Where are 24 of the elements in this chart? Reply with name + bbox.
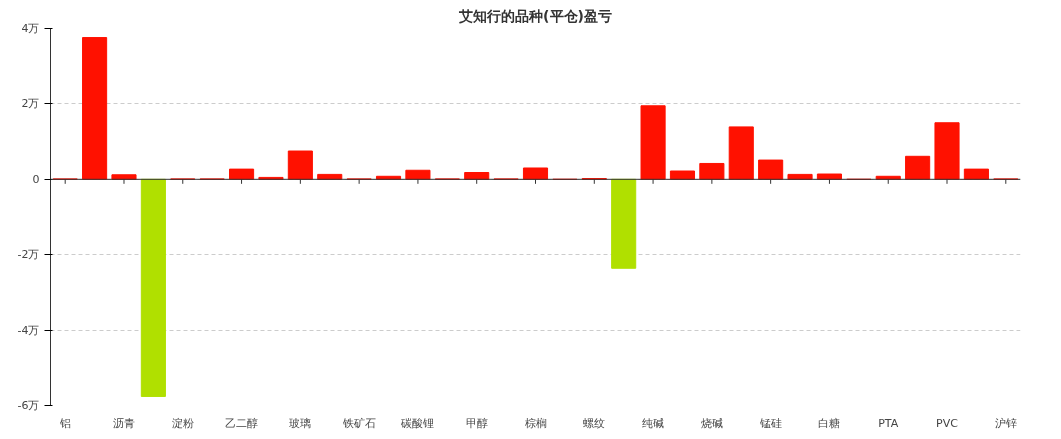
y-tick-label: -4万 [17,323,40,337]
y-tick-label: 2万 [21,97,40,111]
x-tick-label: 铝 [58,416,71,430]
x-tick-label: PTA [878,416,899,430]
x-tick-label: 乙二醇 [225,416,259,430]
x-tick-label: 棕榈 [524,416,547,430]
chart-title: 艾知行的品种(平仓)盈亏 [458,7,612,24]
x-tick-label: 螺纹 [583,416,606,430]
x-tick-label: 玻璃 [289,416,312,430]
x-tick-label: 淀粉 [171,416,194,430]
y-tick-label: -6万 [17,399,40,412]
x-tick-label: 烧碱 [700,416,723,430]
y-tick-label: 4万 [21,22,40,35]
x-tick-label: 甲醇 [465,416,488,430]
y-tick-label: 0 [32,172,40,186]
x-tick-label: 沪锌 [994,416,1017,430]
x-tick-label: 铁矿石 [341,416,376,430]
x-tick-label: 白糖 [818,416,841,430]
x-tick-label: 纯碱 [642,416,665,430]
x-tick-label: PVC [936,416,959,430]
x-tick-label: 沥青 [112,416,135,430]
x-tick-label: 碳酸锂 [400,416,435,430]
x-tick-label: 锰硅 [758,416,782,430]
y-tick-label: -2万 [17,248,40,262]
